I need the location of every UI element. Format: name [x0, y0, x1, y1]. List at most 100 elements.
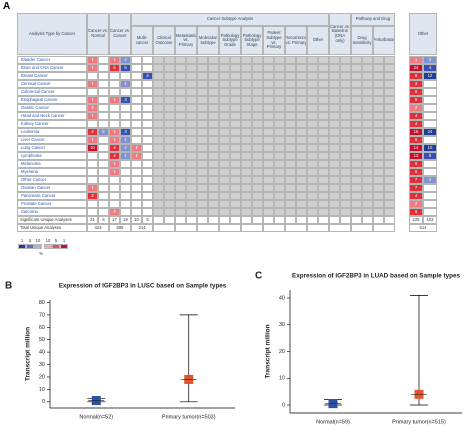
cancer-type[interactable]: Colorectal Cancer: [17, 88, 87, 96]
x-tick-label: Normal(n=59): [316, 419, 350, 425]
cancer-type[interactable]: Gastric Cancer: [17, 104, 87, 112]
heat-cell: 6: [409, 168, 423, 176]
empty-cell: [296, 136, 307, 144]
empty-cell: [423, 120, 437, 128]
heat-cell: 1: [423, 176, 437, 184]
empty-cell: [307, 176, 318, 184]
empty-cell: [208, 56, 219, 64]
empty-cell: [197, 104, 208, 112]
empty-cell: [109, 112, 120, 120]
empty-cell: [230, 184, 241, 192]
empty-cell: [373, 208, 384, 216]
empty-cell: [142, 104, 153, 112]
empty-cell: [153, 120, 164, 128]
heat-cell: 2: [98, 128, 109, 136]
cancer-type[interactable]: Lymphoma: [17, 152, 87, 160]
empty-cell: [208, 88, 219, 96]
empty-cell: [164, 208, 175, 216]
empty-cell: [230, 160, 241, 168]
empty-cell: [175, 144, 186, 152]
heat-cell: 6: [120, 64, 131, 72]
column-header: Multi-cancer: [131, 26, 153, 55]
empty-cell: [423, 192, 437, 200]
heat-cell: 2: [409, 200, 423, 208]
heat-cell: 1: [87, 184, 98, 192]
cancer-type[interactable]: Ovarian Cancer: [17, 184, 87, 192]
empty-cell: [208, 168, 219, 176]
cancer-type[interactable]: Leukemia: [17, 128, 87, 136]
empty-cell: [263, 128, 274, 136]
empty-cell: [142, 120, 153, 128]
empty-cell: [109, 192, 120, 200]
empty-cell: [197, 112, 208, 120]
heat-cell: 5: [109, 64, 120, 72]
heat-cell: 12: [423, 72, 437, 80]
cancer-type[interactable]: Breast Cancer: [17, 72, 87, 80]
empty-cell: [164, 96, 175, 104]
empty-cell: [274, 184, 285, 192]
cancer-type[interactable]: Head and Neck Cancer: [17, 112, 87, 120]
empty-cell: [142, 64, 153, 72]
empty-cell: [340, 104, 351, 112]
empty-cell: [252, 216, 263, 224]
cancer-type[interactable]: Cervical Cancer: [17, 80, 87, 88]
empty-cell: [219, 224, 241, 232]
empty-cell: [208, 152, 219, 160]
empty-cell: [164, 176, 175, 184]
empty-cell: [263, 192, 274, 200]
empty-cell: [329, 120, 340, 128]
cancer-type[interactable]: Bladder Cancer: [17, 56, 87, 64]
empty-cell: [208, 192, 219, 200]
cancer-type[interactable]: Sarcoma: [17, 208, 87, 216]
cancer-type[interactable]: Liver Cancer: [17, 136, 87, 144]
total-cell: 214: [131, 224, 153, 232]
cancer-type[interactable]: Prostate Cancer: [17, 200, 87, 208]
empty-cell: [373, 152, 384, 160]
group-header: Other: [409, 13, 437, 55]
column-header: Pathology Subtype Stage: [241, 26, 263, 55]
empty-cell: [164, 112, 175, 120]
empty-cell: [296, 152, 307, 160]
empty-cell: [362, 160, 373, 168]
cancer-type[interactable]: Brain and CNS Cancer: [17, 64, 87, 72]
empty-cell: [373, 184, 384, 192]
empty-cell: [87, 72, 98, 80]
empty-cell: [296, 104, 307, 112]
cancer-type[interactable]: Esophageal Cancer: [17, 96, 87, 104]
empty-cell: [175, 216, 186, 224]
empty-cell: [252, 136, 263, 144]
empty-cell: [120, 176, 131, 184]
empty-cell: [142, 80, 153, 88]
empty-cell: [373, 80, 384, 88]
empty-cell: [274, 160, 285, 168]
empty-cell: [98, 136, 109, 144]
empty-cell: [362, 96, 373, 104]
empty-cell: [230, 176, 241, 184]
cancer-type[interactable]: Lung Cancer: [17, 144, 87, 152]
cancer-type[interactable]: Other Cancer: [17, 176, 87, 184]
heat-cell: 1: [120, 80, 131, 88]
cancer-type[interactable]: Myeloma: [17, 168, 87, 176]
empty-cell: [362, 192, 373, 200]
empty-cell: [142, 176, 153, 184]
empty-cell: [423, 88, 437, 96]
empty-cell: [384, 104, 395, 112]
empty-cell: [230, 96, 241, 104]
empty-cell: [318, 128, 329, 136]
empty-cell: [153, 200, 164, 208]
empty-cell: [384, 80, 395, 88]
empty-cell: [98, 96, 109, 104]
empty-cell: [296, 168, 307, 176]
cancer-type[interactable]: Pancreatic Cancer: [17, 192, 87, 200]
heat-cell: 1: [109, 56, 120, 64]
empty-cell: [351, 120, 362, 128]
empty-cell: [329, 136, 340, 144]
empty-cell: [241, 72, 252, 80]
empty-cell: [318, 144, 329, 152]
cancer-type[interactable]: Kidney Cancer: [17, 120, 87, 128]
empty-cell: [318, 136, 329, 144]
empty-cell: [164, 64, 175, 72]
empty-cell: [186, 72, 197, 80]
cancer-type[interactable]: Melanoma: [17, 160, 87, 168]
empty-cell: [329, 200, 340, 208]
